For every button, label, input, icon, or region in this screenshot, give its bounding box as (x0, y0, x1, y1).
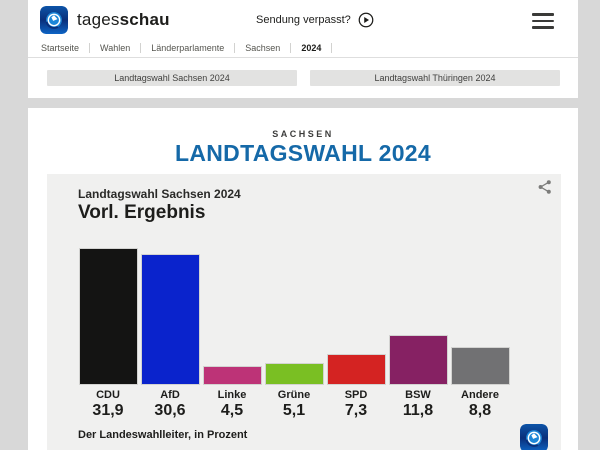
menu-hamburger-icon[interactable] (532, 13, 554, 29)
bar-column-afd: AfD 30,6 (139, 253, 201, 421)
breadcrumb-item-2024[interactable]: 2024 (291, 43, 333, 53)
bar-spd (326, 353, 386, 386)
bar-label: Grüne (277, 389, 311, 402)
page-title: LANDTAGSWAHL 2024 (174, 140, 431, 166)
bar-column-spd: SPD 7,3 (325, 353, 387, 420)
bar-grüne (264, 363, 324, 386)
bar-value: 5,1 (282, 402, 306, 420)
bar-label: Andere (461, 389, 499, 402)
region-kicker: SACHSEN (272, 129, 334, 139)
bar-value: 31,9 (92, 402, 124, 420)
bar-chart: CDU 31,9 AfD 30,6 Linke 4,5 Grüne 5,1 SPD 7,3 BSW 1… (77, 248, 511, 420)
bar-linke (202, 365, 262, 386)
breadcrumb-item-sachsen[interactable]: Sachsen (235, 43, 292, 53)
bar-value: 8,8 (468, 402, 492, 420)
bar-value: 11,8 (402, 402, 434, 420)
bar-afd (140, 253, 200, 386)
share-icon[interactable] (536, 178, 554, 196)
play-icon[interactable] (358, 12, 374, 28)
main-content: SACHSEN LANDTAGSWAHL 2024 Landtagswahl S… (28, 108, 578, 450)
breadcrumb-item-wahlen[interactable]: Wahlen (90, 43, 142, 53)
bar-bsw (388, 334, 448, 386)
bar-label: BSW (405, 389, 431, 402)
bar-label: SPD (344, 389, 368, 402)
chart-subtitle: Landtagswahl Sachsen 2024 (78, 187, 241, 201)
nav-button-thueringen[interactable]: Landtagswahl Thüringen 2024 (310, 70, 560, 86)
chart-title: Vorl. Ergebnis (78, 202, 206, 223)
site-header: tagesschau Sendung verpasst? Startseite W… (28, 0, 578, 98)
bar-andere (450, 347, 510, 386)
chart-source: Der Landeswahlleiter, in Prozent (78, 429, 248, 441)
breadcrumb: Startseite Wahlen Länderparlamente Sachsen 2… (28, 39, 578, 58)
bar-column-linke: Linke 4,5 (201, 365, 263, 420)
bar-label: CDU (96, 389, 120, 402)
bar-label: Linke (217, 389, 247, 402)
bar-cdu (78, 248, 138, 386)
bar-column-andere: Andere 8,8 (449, 347, 511, 420)
tagesschau-globe-icon (520, 424, 548, 450)
bar-value: 4,5 (220, 402, 244, 420)
election-chart-card: Landtagswahl Sachsen 2024 Vorl. Ergebnis… (47, 174, 561, 450)
tagesschau-globe-icon (40, 6, 68, 34)
breadcrumb-item-startseite[interactable]: Startseite (41, 43, 91, 53)
sendung-verpasst-link[interactable]: Sendung verpasst? (256, 12, 374, 28)
bar-column-cdu: CDU 31,9 (77, 248, 139, 420)
brand-wordmark: tagesschau (77, 10, 170, 29)
nav-button-sachsen[interactable]: Landtagswahl Sachsen 2024 (47, 70, 297, 86)
bar-value: 30,6 (154, 402, 186, 420)
bar-value: 7,3 (344, 402, 368, 420)
tagesschau-logo-home-link[interactable]: tagesschau (40, 6, 170, 34)
bar-column-bsw: BSW 11,8 (387, 334, 449, 421)
sendung-verpasst-label: Sendung verpasst? (256, 14, 351, 26)
breadcrumb-item-länderparlamente[interactable]: Länderparlamente (141, 43, 236, 53)
bar-column-grüne: Grüne 5,1 (263, 363, 325, 420)
bar-label: AfD (160, 389, 180, 402)
